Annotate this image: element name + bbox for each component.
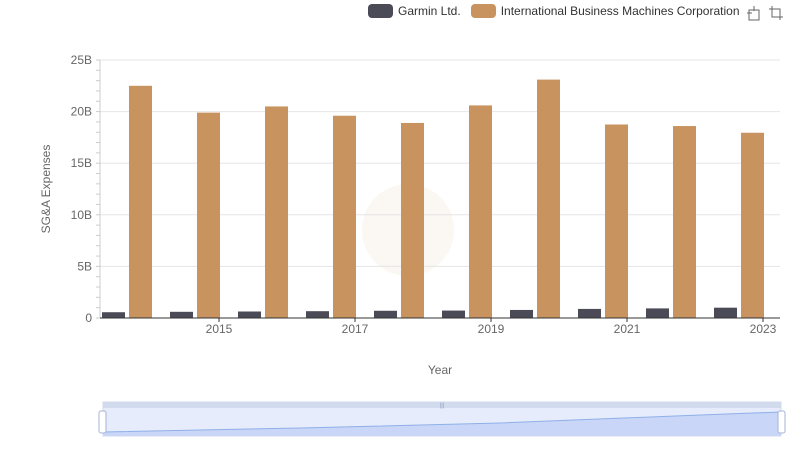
x-axis-title: Year xyxy=(428,363,452,377)
legend-item-ibm[interactable]: International Business Machines Corporat… xyxy=(470,4,740,18)
bar-ibm-2015[interactable] xyxy=(197,112,220,319)
legend-item-garmin[interactable]: Garmin Ltd. xyxy=(368,4,461,18)
slider-top-bar[interactable] xyxy=(103,402,781,408)
slider-right-handle[interactable] xyxy=(777,410,786,434)
bar-garmin-2017[interactable] xyxy=(306,311,329,318)
y-tick-label: 10B xyxy=(71,208,92,222)
x-tick-label: 2021 xyxy=(614,322,641,336)
data-zoom-slider[interactable]: ||| xyxy=(98,401,786,437)
bar-ibm-2022[interactable] xyxy=(673,126,696,318)
slider-data-shadow xyxy=(103,412,781,436)
grid-lines xyxy=(100,59,780,267)
bar-garmin-2020[interactable] xyxy=(510,309,533,318)
bar-garmin-2022[interactable] xyxy=(646,308,669,318)
bar-garmin-2016[interactable] xyxy=(238,311,261,318)
y-axis-title: SG&A Expenses xyxy=(39,145,53,234)
y-axis-ticks: 0 5B 10B 15B 20B 25B xyxy=(71,53,101,325)
y-tick-label: 15B xyxy=(71,156,92,170)
toolbox xyxy=(746,5,790,21)
x-tick-label: 2019 xyxy=(478,322,505,336)
bar-ibm-2021[interactable] xyxy=(605,124,628,319)
slider-grip-icon[interactable]: ||| xyxy=(440,403,445,409)
legend: Garmin Ltd. International Business Machi… xyxy=(368,4,750,18)
bar-garmin-2015[interactable] xyxy=(170,311,193,318)
y-tick-label: 25B xyxy=(71,53,92,67)
bars xyxy=(102,79,764,319)
bar-garmin-2018[interactable] xyxy=(374,310,397,318)
bar-ibm-2017[interactable] xyxy=(333,115,356,318)
y-tick-label: 5B xyxy=(77,259,92,273)
slider-left-handle[interactable] xyxy=(98,410,107,434)
bar-garmin-2021[interactable] xyxy=(578,308,601,318)
x-tick-label: 2017 xyxy=(342,322,369,336)
x-tick-label: 2015 xyxy=(206,322,233,336)
bar-garmin-2014[interactable] xyxy=(102,312,125,318)
x-axis: 2015 2017 2019 2021 2023 xyxy=(100,317,780,336)
bar-garmin-2023[interactable] xyxy=(714,307,737,318)
slider-data-line xyxy=(102,411,782,433)
y-tick-label: 0 xyxy=(85,311,92,325)
bar-ibm-2016[interactable] xyxy=(265,106,288,318)
bar-ibm-2023[interactable] xyxy=(741,132,764,318)
x-tick-label: 2023 xyxy=(750,322,777,336)
legend-label-ibm: International Business Machines Corporat… xyxy=(500,4,740,18)
legend-swatch-ibm xyxy=(470,4,496,18)
restore-icon[interactable] xyxy=(768,5,784,21)
bar-garmin-2019[interactable] xyxy=(442,310,465,318)
zoom-select-icon[interactable] xyxy=(746,5,762,21)
bar-ibm-2020[interactable] xyxy=(537,79,560,318)
y-tick-label: 20B xyxy=(71,105,92,119)
legend-label-garmin: Garmin Ltd. xyxy=(398,4,461,18)
bar-ibm-2019[interactable] xyxy=(469,105,492,319)
bar-ibm-2014[interactable] xyxy=(129,85,152,318)
legend-swatch-garmin xyxy=(368,4,393,18)
bar-ibm-2018[interactable] xyxy=(401,122,424,319)
